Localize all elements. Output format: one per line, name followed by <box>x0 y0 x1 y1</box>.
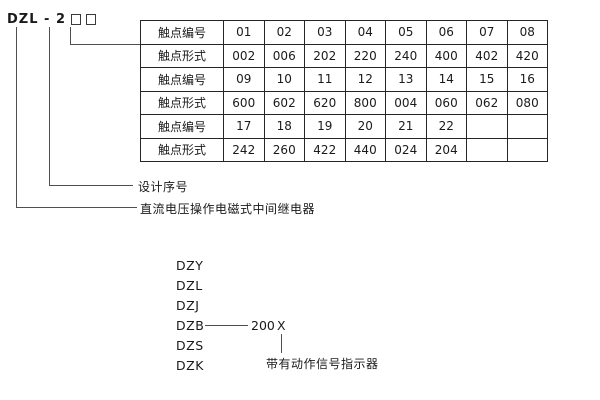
contact-cell: 400 <box>425 43 467 68</box>
contact-cell: 14 <box>425 67 467 92</box>
model-code-dzy: DZY <box>176 258 204 273</box>
contact-cell: 07 <box>466 20 508 45</box>
contact-cell: 01 <box>223 20 265 45</box>
contact-cell <box>506 114 548 139</box>
table-row: 触点编号 01 02 03 04 05 06 07 08 <box>140 20 548 45</box>
contact-cell: 202 <box>304 43 346 68</box>
contact-cell: 22 <box>425 114 467 139</box>
contact-cell: 20 <box>344 114 386 139</box>
contact-cell: 422 <box>304 137 346 162</box>
design-serial-label: 设计序号 <box>138 180 189 194</box>
model-series-list: DZY DZL DZJ DZB DZS DZK <box>176 256 204 376</box>
contact-cell: 062 <box>466 90 508 115</box>
contact-cell: 17 <box>223 114 265 139</box>
model-code-dzl: DZL <box>176 278 203 293</box>
contact-cell: 04 <box>344 20 386 45</box>
contact-cell: 600 <box>223 90 265 115</box>
contact-cell: 06 <box>425 20 467 45</box>
contact-cell: 620 <box>304 90 346 115</box>
table-row: 触点形式 242 260 422 440 024 204 <box>140 137 548 162</box>
model-designation: DZL - 2 <box>7 11 96 27</box>
contact-cell: 060 <box>425 90 467 115</box>
row-header-cell: 触点编号 <box>140 20 224 45</box>
variant-pointer-line <box>281 334 282 353</box>
contact-cell: 10 <box>263 67 305 92</box>
contact-cell: 12 <box>344 67 386 92</box>
contact-cell: 02 <box>263 20 305 45</box>
contact-cell: 024 <box>385 137 427 162</box>
contact-cell: 800 <box>344 90 386 115</box>
contact-cell: 03 <box>304 20 346 45</box>
contact-cell: 19 <box>304 114 346 139</box>
contact-cell: 16 <box>506 67 548 92</box>
model-code-dzj: DZJ <box>176 298 200 313</box>
model-code-dzs: DZS <box>176 338 204 353</box>
contact-cell: 21 <box>385 114 427 139</box>
contact-cell <box>506 137 548 162</box>
contact-cell: 004 <box>385 90 427 115</box>
row-header-cell: 触点形式 <box>140 137 224 162</box>
contact-cell: 13 <box>385 67 427 92</box>
contact-cell: 440 <box>344 137 386 162</box>
contact-cell: 242 <box>223 137 265 162</box>
variant-note-label: 带有动作信号指示器 <box>266 357 379 371</box>
leader-line-relay-type-vertical <box>16 27 17 208</box>
dzb-number-text: 200 <box>251 318 275 333</box>
contact-cell: 002 <box>223 43 265 68</box>
model-code-dzk: DZK <box>176 358 204 373</box>
table-row: 触点形式 002 006 202 220 240 400 402 420 <box>140 43 548 68</box>
contact-cell: 09 <box>223 67 265 92</box>
contact-table: 触点编号 01 02 03 04 05 06 07 08 触点形式 002 006 202 220 240 4… <box>140 20 548 162</box>
dzb-variant-text: X <box>277 318 286 333</box>
contact-cell: 402 <box>466 43 508 68</box>
contact-cell: 05 <box>385 20 427 45</box>
contact-cell: 11 <box>304 67 346 92</box>
contact-cell: 006 <box>263 43 305 68</box>
contact-table-body: 触点编号 01 02 03 04 05 06 07 08 触点形式 002 006 202 220 240 4… <box>140 20 548 162</box>
leader-line-design-serial-vertical <box>49 27 50 186</box>
table-row: 触点编号 09 10 11 12 13 14 15 16 <box>140 67 548 92</box>
model-digit-box-2 <box>86 13 96 25</box>
contact-cell <box>466 137 508 162</box>
dzb-connector-line <box>205 325 248 326</box>
contact-cell: 240 <box>385 43 427 68</box>
relay-type-label: 直流电压操作电磁式中间继电器 <box>140 202 316 216</box>
leader-line-design-serial-horizontal <box>49 185 133 186</box>
contact-cell: 204 <box>425 137 467 162</box>
contact-cell <box>466 114 508 139</box>
model-code-dzb: DZB <box>176 318 205 333</box>
leader-line-relay-type-horizontal <box>16 207 137 208</box>
table-row: 触点形式 600 602 620 800 004 060 062 080 <box>140 90 548 115</box>
row-header-cell: 触点形式 <box>140 43 224 68</box>
model-digit-box-1 <box>71 13 81 25</box>
contact-cell: 220 <box>344 43 386 68</box>
model-code-text: DZL - 2 <box>7 11 66 27</box>
contact-cell: 260 <box>263 137 305 162</box>
row-header-cell: 触点编号 <box>140 114 224 139</box>
leader-line-table-horizontal <box>70 44 140 45</box>
leader-line-table-vertical <box>70 27 71 45</box>
row-header-cell: 触点形式 <box>140 90 224 115</box>
contact-cell: 18 <box>263 114 305 139</box>
row-header-cell: 触点编号 <box>140 67 224 92</box>
contact-cell: 15 <box>466 67 508 92</box>
table-row: 触点编号 17 18 19 20 21 22 <box>140 114 548 139</box>
contact-cell: 420 <box>506 43 548 68</box>
contact-cell: 080 <box>506 90 548 115</box>
contact-cell: 08 <box>506 20 548 45</box>
contact-cell: 602 <box>263 90 305 115</box>
